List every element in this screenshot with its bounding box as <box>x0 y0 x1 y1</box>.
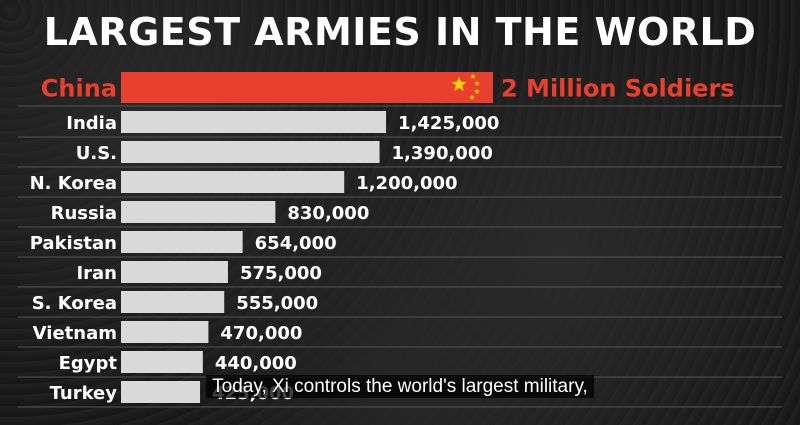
category-label: Vietnam <box>33 323 117 344</box>
value-label: 830,000 <box>287 203 369 224</box>
category-label: Iran <box>76 263 117 284</box>
value-label: 1,425,000 <box>398 113 499 134</box>
value-label: 1,390,000 <box>392 143 493 164</box>
flag-star-small <box>470 73 476 79</box>
bar <box>121 261 228 283</box>
value-label: 555,000 <box>236 293 318 314</box>
category-label-highlight: China <box>41 75 117 103</box>
category-label: Russia <box>51 203 117 224</box>
chart-title: LARGEST ARMIES IN THE WORLD <box>43 10 757 54</box>
bar <box>121 351 203 373</box>
value-label: 440,000 <box>215 353 297 374</box>
bar-highlight <box>121 72 493 103</box>
value-label-highlight: 2 Million Soldiers <box>501 75 735 103</box>
value-label: 575,000 <box>240 263 322 284</box>
bar <box>121 231 243 253</box>
subtitle-text: Today, Xi controls the world's largest m… <box>206 375 594 398</box>
flag-star-small <box>469 94 475 100</box>
category-label: Egypt <box>59 353 118 374</box>
value-label: 654,000 <box>255 233 337 254</box>
flag-star-small <box>474 88 480 94</box>
category-label: India <box>66 113 117 134</box>
value-label: 470,000 <box>220 323 302 344</box>
bar <box>121 171 345 193</box>
flag-star-small <box>474 80 480 86</box>
bar <box>121 111 387 133</box>
category-label: S. Korea <box>32 293 117 314</box>
bar <box>121 381 201 403</box>
category-label: Pakistan <box>30 233 117 254</box>
category-label: N. Korea <box>30 173 117 194</box>
flag-star-large <box>451 76 467 91</box>
value-label: 1,200,000 <box>356 173 457 194</box>
bar <box>121 141 380 163</box>
subtitle-caption: Today, Xi controls the world's largest m… <box>0 375 800 398</box>
bar <box>121 321 209 343</box>
category-label: U.S. <box>76 143 117 164</box>
bar <box>121 291 225 313</box>
category-label: Turkey <box>50 383 118 404</box>
bar <box>121 201 276 223</box>
